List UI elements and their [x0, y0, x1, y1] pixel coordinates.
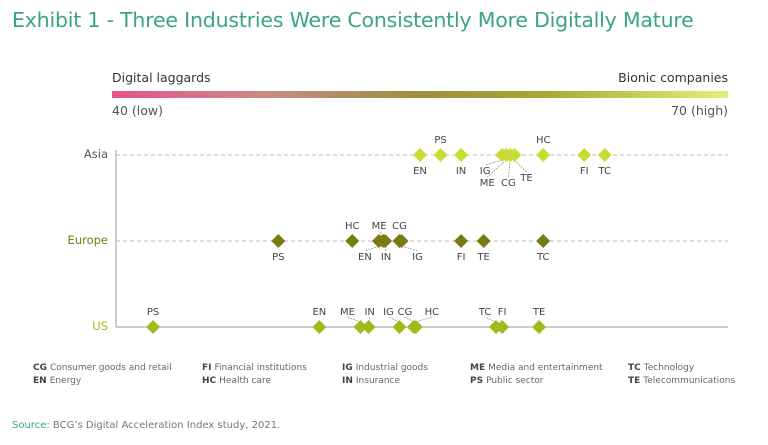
point-us-fi	[495, 320, 510, 334]
point-label: FI	[580, 166, 589, 177]
legend-item: ME Media and entertainment	[470, 363, 603, 373]
leader-line	[404, 316, 415, 323]
legend-item: TE Telecommunications	[628, 376, 736, 386]
point-europe-hc	[345, 234, 360, 248]
point-asia-fi	[577, 148, 592, 162]
point-label: IN	[456, 166, 466, 177]
point-label: ME	[340, 307, 355, 318]
leader-line	[487, 159, 507, 178]
point-us-te	[532, 320, 547, 334]
point-us-in	[361, 320, 376, 334]
point-asia-ps	[433, 148, 448, 162]
point-asia-en	[413, 148, 427, 162]
point-label: HC	[536, 135, 551, 146]
point-label: TE	[476, 252, 489, 263]
point-us-ps	[146, 320, 161, 334]
point-us-hc	[408, 320, 423, 334]
point-us-ig	[392, 320, 407, 334]
point-label: CG	[501, 178, 516, 189]
point-label: IG	[412, 252, 423, 263]
point-label: EN	[413, 166, 427, 177]
point-us-me	[353, 320, 368, 334]
legend-item: HC Health care	[202, 376, 272, 386]
point-asia-tc	[597, 148, 612, 162]
chart-title: Exhibit 1 - Three Industries Were Consis…	[12, 8, 694, 32]
leader-line	[364, 245, 380, 252]
point-label: TC	[536, 252, 550, 263]
scale-max-label: 70 (high)	[671, 103, 728, 118]
point-label: FI	[457, 252, 466, 263]
leader-line	[514, 159, 527, 173]
point-label: HC	[425, 307, 440, 318]
legend-item: TC Technology	[628, 363, 695, 373]
legend-column: IG Industrial goods IN Insurance	[342, 362, 428, 388]
point-europe-fi	[454, 234, 469, 248]
point-europe-ps	[271, 234, 286, 248]
maturity-gradient-bar	[112, 91, 728, 98]
point-label: IG	[383, 307, 394, 318]
leader-line	[485, 159, 503, 166]
legend-column: ME Media and entertainment PS Public sector	[470, 362, 603, 388]
point-label: EN	[358, 252, 372, 263]
point-label: ME	[372, 221, 387, 232]
point-label: PS	[434, 135, 446, 146]
point-asia-hc	[536, 148, 551, 162]
point-asia-in	[454, 148, 469, 162]
point-label: EN	[312, 307, 326, 318]
point-asia-te	[507, 148, 522, 162]
scale-min-label: 40 (low)	[112, 103, 163, 118]
row-label-us: US	[92, 319, 108, 333]
scale-left-label: Digital laggards	[112, 70, 211, 85]
leader-line	[415, 316, 432, 323]
point-label: IG	[480, 166, 491, 177]
point-label: TC	[598, 166, 612, 177]
legend-item: EN Energy	[33, 376, 82, 386]
point-label: TC	[478, 307, 492, 318]
point-europe-te	[476, 234, 491, 248]
leader-line	[484, 316, 497, 323]
point-label: TE	[519, 173, 532, 184]
legend-item: FI Financial institutions	[202, 363, 307, 373]
point-label: IN	[381, 252, 391, 263]
legend-item: IN Insurance	[342, 376, 401, 386]
point-label: PS	[272, 252, 284, 263]
legend-item: CG Consumer goods and retail	[33, 363, 172, 373]
point-europe-in	[378, 234, 393, 248]
point-label: IN	[364, 307, 374, 318]
point-label: CG	[392, 221, 407, 232]
scale-right-label: Bionic companies	[618, 70, 728, 85]
legend-item: PS Public sector	[470, 376, 544, 386]
point-label: HC	[345, 221, 360, 232]
row-label-europe: Europe	[67, 233, 108, 247]
point-label: ME	[480, 178, 495, 189]
legend-column: CG Consumer goods and retail EN Energy	[33, 362, 172, 388]
row-label-asia: Asia	[83, 147, 108, 161]
leader-line	[401, 245, 418, 252]
legend-column: TC Technology TE Telecommunications	[628, 362, 735, 388]
source-note: Source: BCG’s Digital Acceleration Index…	[12, 420, 281, 431]
point-us-en	[312, 320, 327, 334]
point-europe-tc	[536, 234, 551, 248]
point-label: FI	[498, 307, 507, 318]
legend-column: FI Financial institutions HC Health care	[202, 362, 307, 388]
point-label: CG	[397, 307, 412, 318]
point-europe-ig	[394, 234, 409, 248]
legend-item: IG Industrial goods	[342, 363, 428, 373]
leader-line	[388, 316, 400, 323]
leader-line	[507, 159, 511, 178]
point-label: TE	[532, 307, 545, 318]
leader-line	[347, 316, 361, 323]
point-label: PS	[147, 307, 159, 318]
